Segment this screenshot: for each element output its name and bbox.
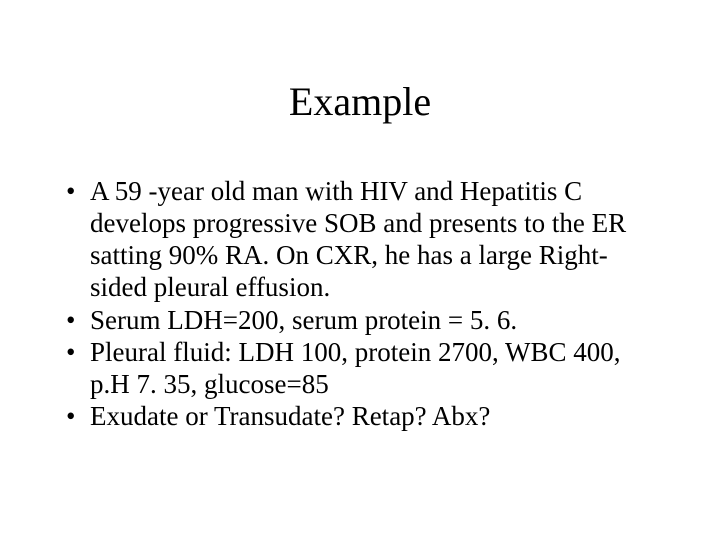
slide-container: Example A 59 -year old man with HIV and … [0,0,720,540]
bullet-item: Exudate or Transudate? Retap? Abx? [64,400,656,432]
bullet-item: Serum LDH=200, serum protein = 5. 6. [64,304,656,336]
bullet-item: A 59 -year old man with HIV and Hepatiti… [64,175,656,304]
bullet-list: A 59 -year old man with HIV and Hepatiti… [64,175,656,432]
slide-title: Example [64,78,656,125]
bullet-item: Pleural fluid: LDH 100, protein 2700, WB… [64,336,656,400]
